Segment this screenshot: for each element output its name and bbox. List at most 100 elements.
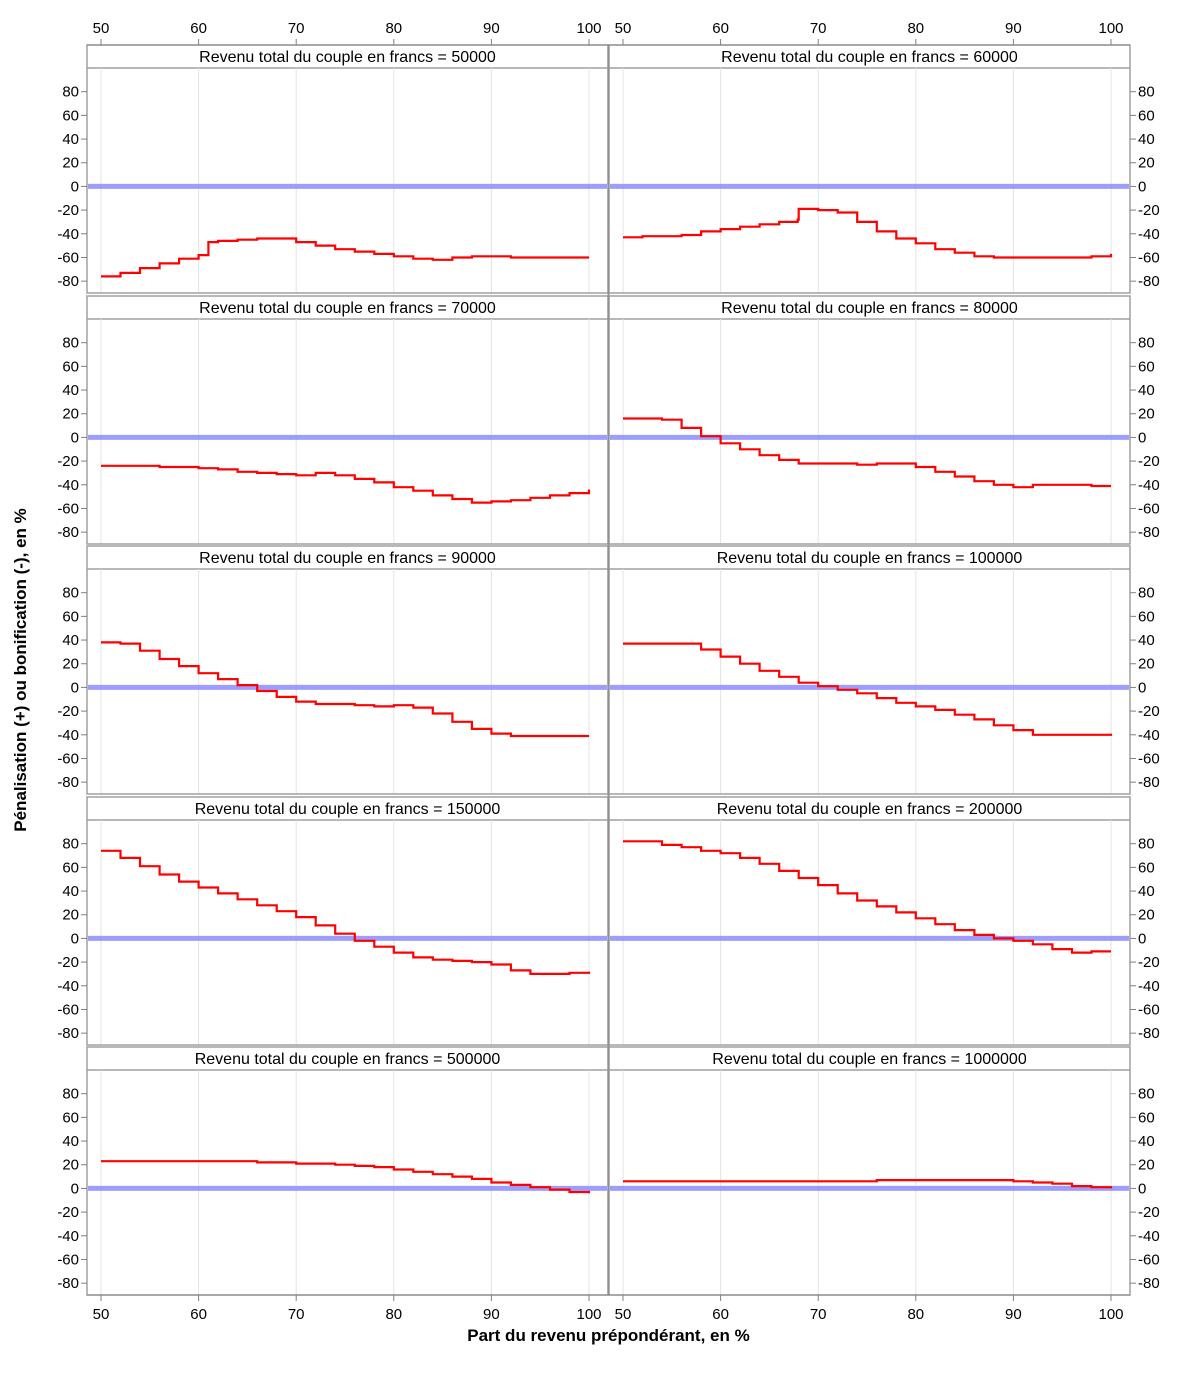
panel-title: Revenu total du couple en francs = 70000 [199,300,496,317]
series-line [101,641,589,738]
y-tick-label-right: -20 [1138,954,1160,971]
panel-title: Revenu total du couple en francs = 80000 [721,300,1018,317]
x-tick-label-bottom: 70 [810,1306,827,1323]
x-tick-label-bottom: 90 [1005,1306,1022,1323]
y-tick-label-right: 60 [1138,358,1155,375]
x-tick-label-bottom: 50 [615,1306,632,1323]
y-tick-label-left: 20 [62,406,79,423]
x-tick-label-bottom: 80 [907,1306,924,1323]
y-tick-label-right: -80 [1138,524,1160,541]
y-tick-label-left: 80 [62,335,79,352]
y-tick-label-right: 20 [1138,1157,1155,1174]
x-tick-label-top: 100 [1098,20,1123,37]
y-tick-label-right: 80 [1138,836,1155,853]
x-tick-label-top: 100 [576,20,601,37]
y-tick-label-left: 40 [62,131,79,148]
y-tick-label-right: -80 [1138,273,1160,290]
x-tick-label-top: 70 [288,20,305,37]
y-tick-label-left: -20 [57,954,79,971]
y-tick-label-left: 0 [71,178,79,195]
y-tick-label-right: 80 [1138,335,1155,352]
y-tick-label-right: -20 [1138,1204,1160,1221]
series-line [101,849,591,975]
x-tick-label-top: 80 [385,20,402,37]
y-tick-label-right: 40 [1138,632,1155,649]
y-tick-label-left: -60 [57,500,79,517]
y-tick-label-right: 40 [1138,382,1155,399]
y-tick-label-left: -40 [57,477,79,494]
y-tick-label-left: 40 [62,883,79,900]
series-line [623,642,1113,736]
y-tick-label-left: 0 [71,1180,79,1197]
y-tick-label-left: -60 [57,1251,79,1268]
panel-background [609,797,1130,1045]
series-line [623,417,1111,489]
y-tick-label-left: -40 [57,978,79,995]
y-tick-label-right: 0 [1138,679,1146,696]
x-tick-label-top: 50 [615,20,632,37]
panel-title: Revenu total du couple en francs = 20000… [717,801,1023,818]
y-tick-label-right: -80 [1138,1025,1160,1042]
panel-title: Revenu total du couple en francs = 15000… [195,801,501,818]
y-tick-label-right: -60 [1138,500,1160,517]
x-tick-label-top: 60 [712,20,729,37]
y-tick-label-right: -80 [1138,1275,1160,1292]
panel-background [87,797,608,1045]
y-tick-label-left: -20 [57,703,79,720]
y-tick-label-right: 60 [1138,1109,1155,1126]
y-tick-label-left: -80 [57,1025,79,1042]
y-tick-label-right: -40 [1138,226,1160,243]
y-tick-label-right: 60 [1138,859,1155,876]
y-tick-label-right: -60 [1138,249,1160,266]
y-tick-label-right: -60 [1138,1251,1160,1268]
y-tick-label-left: -20 [57,453,79,470]
y-tick-label-right: 40 [1138,131,1155,148]
y-tick-label-right: 0 [1138,1180,1146,1197]
y-tick-label-right: -80 [1138,774,1160,791]
y-tick-label-right: -40 [1138,477,1160,494]
x-tick-label-top: 90 [1005,20,1022,37]
y-tick-label-left: -80 [57,273,79,290]
y-tick-label-right: -40 [1138,1228,1160,1245]
y-tick-label-left: -60 [57,1001,79,1018]
y-tick-label-left: 60 [62,107,79,124]
y-tick-label-right: -40 [1138,727,1160,744]
panel-background [609,45,1130,293]
series-line [623,840,1111,954]
panel-title: Revenu total du couple en francs = 10000… [717,550,1023,567]
x-tick-label-bottom: 80 [385,1306,402,1323]
y-tick-label-left: -80 [57,1275,79,1292]
y-tick-label-left: 0 [71,429,79,446]
panel-background [87,296,608,544]
y-tick-label-right: 20 [1138,907,1155,924]
series-line [101,237,589,278]
y-tick-label-right: 80 [1138,84,1155,101]
y-tick-label-left: 40 [62,632,79,649]
y-tick-label-left: 20 [62,1157,79,1174]
series-line [623,1179,1113,1189]
y-tick-label-left: 40 [62,1133,79,1150]
y-tick-label-right: 20 [1138,406,1155,423]
y-tick-label-right: 40 [1138,883,1155,900]
y-tick-label-right: 80 [1138,1086,1155,1103]
y-tick-label-right: 0 [1138,429,1146,446]
x-tick-label-bottom: 100 [1098,1306,1123,1323]
y-tick-label-right: 0 [1138,930,1146,947]
panel-title: Revenu total du couple en francs = 90000 [199,550,496,567]
x-tick-label-bottom: 60 [712,1306,729,1323]
y-tick-label-left: 60 [62,608,79,625]
y-tick-label-right: 0 [1138,178,1146,195]
y-tick-label-left: 60 [62,1109,79,1126]
y-tick-label-left: 0 [71,679,79,696]
panel-background [87,546,608,794]
y-tick-label-right: -40 [1138,978,1160,995]
y-tick-label-left: 20 [62,155,79,172]
y-tick-label-left: 0 [71,930,79,947]
x-tick-label-top: 80 [907,20,924,37]
x-tick-label-top: 50 [93,20,110,37]
y-tick-label-left: -40 [57,1228,79,1245]
y-tick-label-right: -60 [1138,1001,1160,1018]
y-tick-label-right: 20 [1138,155,1155,172]
y-tick-label-left: -60 [57,249,79,266]
